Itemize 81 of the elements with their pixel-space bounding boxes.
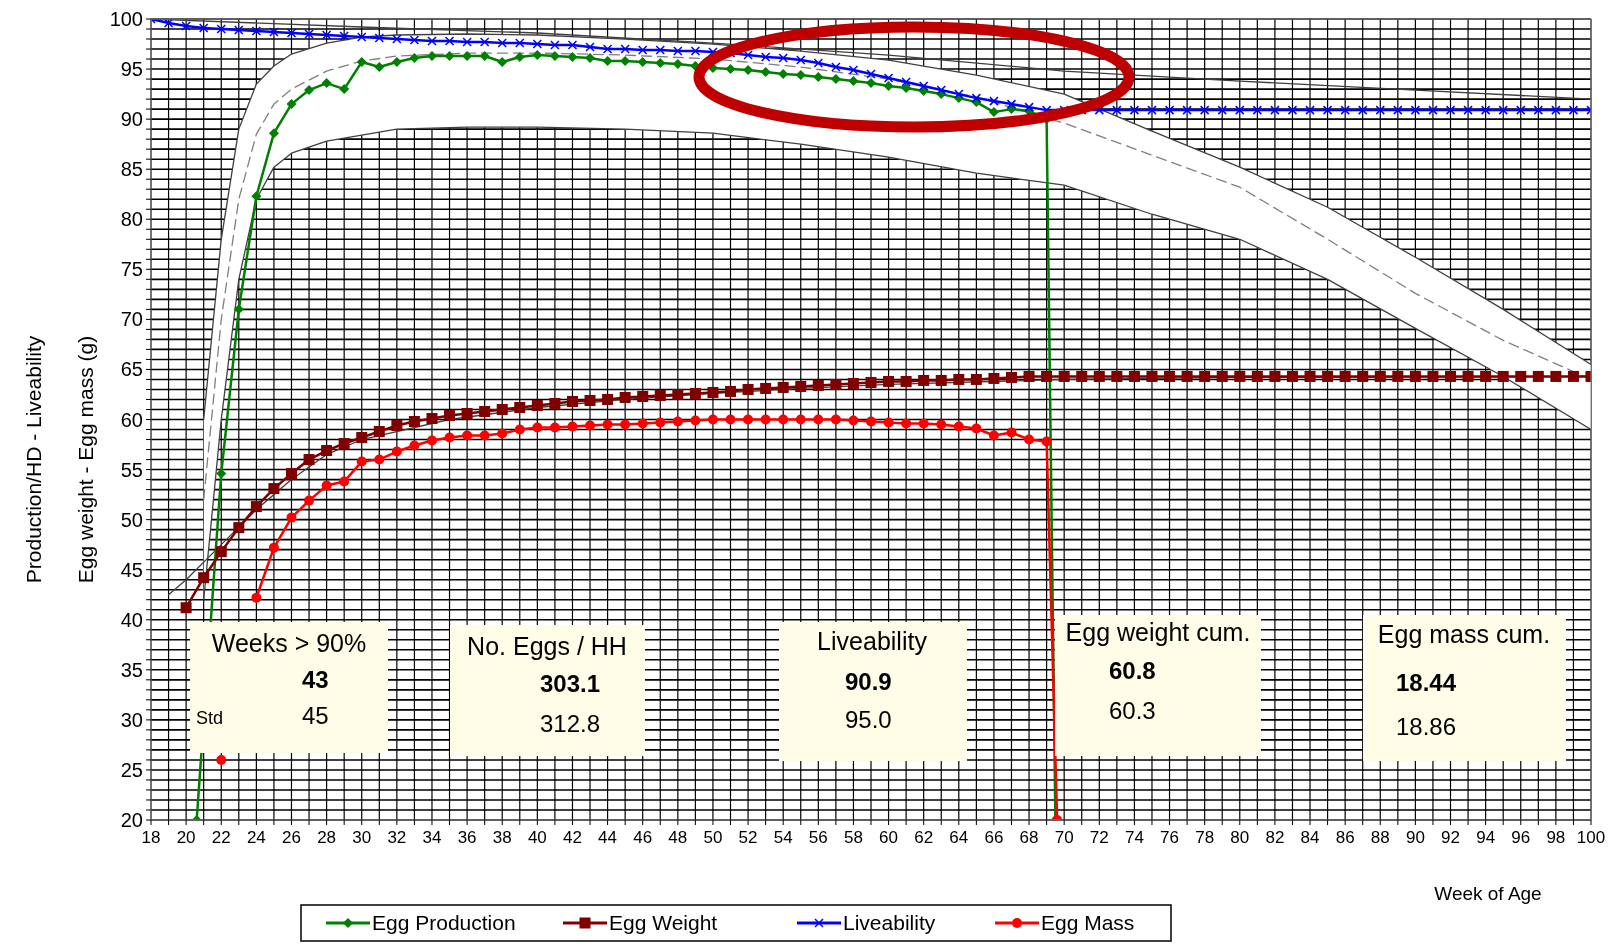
y-tick-label: 95	[120, 58, 143, 81]
x-tick-label: 78	[1195, 828, 1215, 847]
x-tick-label: 82	[1265, 828, 1285, 847]
y-tick-label: 65	[120, 358, 143, 381]
y-tick-label: 75	[120, 258, 143, 281]
x-tick-label: 38	[492, 828, 512, 847]
x-tick-label: 64	[949, 828, 969, 847]
annotation: 43	[302, 666, 329, 693]
x-tick-label: 100	[1576, 828, 1606, 847]
x-tick-label: 80	[1230, 828, 1250, 847]
annotation: Egg weight cum.	[1065, 618, 1251, 646]
x-tick-label: 54	[773, 828, 793, 847]
annotation: 95.0	[845, 706, 892, 733]
x-tick-label: 68	[1019, 828, 1039, 847]
annotation: 45	[302, 702, 329, 729]
y-tick-label: 80	[120, 208, 143, 231]
x-tick-label: 94	[1476, 828, 1496, 847]
x-tick-label: 84	[1300, 828, 1320, 847]
legend-label: Egg Production	[372, 911, 516, 935]
x-tick-label: 44	[598, 828, 618, 847]
x-tick-label: 42	[563, 828, 582, 847]
annotation: No. Eggs / HH	[467, 632, 627, 660]
x-tick-label: 40	[527, 828, 547, 847]
x-tick-label: 20	[176, 828, 196, 847]
x-tick-label: 18	[141, 828, 161, 847]
x-tick-label: 24	[246, 828, 266, 847]
x-tick-label: 70	[1054, 828, 1074, 847]
annotation: 60.3	[1109, 697, 1156, 724]
x-tick-label: 74	[1124, 828, 1144, 847]
x-tick-label: 48	[668, 828, 688, 847]
x-tick-label: 28	[317, 828, 337, 847]
annotation: 18.44	[1396, 669, 1457, 696]
annotation: 90.9	[845, 668, 892, 695]
x-tick-label: 62	[914, 828, 934, 847]
x-tick-label: 98	[1546, 828, 1566, 847]
legend-label: Liveability	[843, 911, 936, 935]
x-tick-label: 22	[211, 828, 231, 847]
y-tick-label: 70	[120, 308, 143, 331]
y-tick-label: 55	[120, 458, 143, 481]
x-tick-label: 76	[1160, 828, 1179, 847]
legend-label: Egg Weight	[609, 911, 718, 935]
y-tick-label: 50	[120, 508, 143, 531]
x-tick-label: 56	[808, 828, 828, 847]
x-tick-label: 92	[1441, 828, 1460, 847]
x-tick-label: 34	[422, 828, 442, 847]
x-tick-label: 72	[1089, 828, 1109, 847]
x-tick-label: 96	[1511, 828, 1531, 847]
y-tick-label: 45	[120, 558, 143, 581]
y-tick-label: 40	[120, 608, 143, 631]
y-tick-label: 30	[120, 708, 143, 731]
x-tick-label: 50	[703, 828, 723, 847]
annotation: Weeks > 90%	[211, 629, 367, 657]
y-tick-label: 85	[120, 158, 143, 181]
x-axis-title: Week of Age	[1434, 883, 1542, 904]
x-tick-label: 60	[879, 828, 899, 847]
x-tick-label: 30	[352, 828, 372, 847]
annotation: Liveability	[817, 627, 928, 655]
x-tick-label: 32	[387, 828, 407, 847]
x-tick-label: 26	[282, 828, 301, 847]
y-tick-label: 35	[120, 658, 143, 681]
y-tick-label: 60	[120, 408, 143, 431]
legend-label: Egg Mass	[1041, 911, 1135, 935]
x-tick-label: 52	[738, 828, 758, 847]
y-tick-label: 25	[120, 758, 143, 781]
annotation: 60.8	[1109, 657, 1156, 684]
y-tick-label: 90	[120, 108, 143, 131]
x-tick-label: 58	[843, 828, 863, 847]
annotation: Egg mass cum.	[1377, 620, 1551, 648]
y-tick-label: 20	[120, 809, 143, 831]
annotation: 303.1	[540, 670, 601, 697]
x-tick-label: 36	[457, 828, 477, 847]
text: Production/HD - Liveability Egg weight - Egg mass (g)	[22, 335, 97, 584]
x-tick-label: 88	[1370, 828, 1390, 847]
annotation: 312.8	[540, 710, 601, 737]
y-tick-label: 100	[109, 8, 143, 30]
x-tick-label: 66	[984, 828, 1004, 847]
x-tick-label: 90	[1405, 828, 1425, 847]
annotation: Std	[196, 708, 224, 728]
x-tick-label: 46	[633, 828, 653, 847]
x-tick-label: 86	[1335, 828, 1355, 847]
annotation: 18.86	[1396, 713, 1457, 740]
